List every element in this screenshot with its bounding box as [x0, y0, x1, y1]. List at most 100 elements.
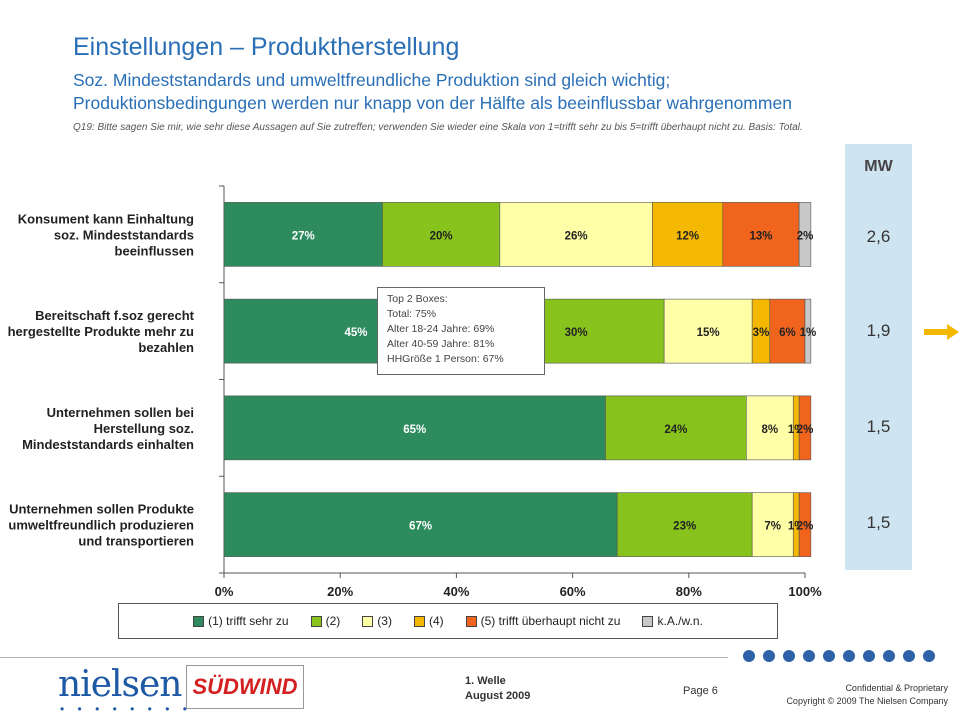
- bar-segment: [769, 298, 806, 364]
- decorative-dot: [783, 650, 795, 662]
- category-label: soz. Mindeststandards: [54, 227, 194, 242]
- data-label: 26%: [565, 230, 588, 242]
- legend-item: (5) trifft überhaupt nicht zu: [465, 614, 621, 628]
- legend-swatch: [193, 615, 205, 627]
- data-label: 2%: [797, 521, 814, 533]
- legend-label: (4): [428, 614, 444, 628]
- data-label: 12%: [676, 230, 699, 242]
- question-text: Q19: Bitte sagen Sie mir, wie sehr diese…: [73, 122, 803, 133]
- data-label: 8%: [761, 424, 778, 436]
- x-tick-label: 100%: [788, 584, 822, 599]
- x-tick-label: 40%: [443, 584, 469, 599]
- wave-date: August 2009: [465, 690, 531, 702]
- decorative-dot: [803, 650, 815, 662]
- bar-segment: [746, 395, 794, 461]
- category-label: Mindeststandards einhalten: [22, 437, 194, 452]
- bar-segment: [223, 395, 606, 461]
- category-label: umweltfreundlich produzieren: [8, 518, 194, 533]
- category-label: Unternehmen sollen Produkte: [9, 502, 194, 517]
- decorative-dot: [883, 650, 895, 662]
- subtitle-line-1: Soz. Mindeststandards und umweltfreundli…: [73, 70, 671, 90]
- data-label: 2%: [797, 230, 814, 242]
- bar-segment: [798, 202, 812, 267]
- legend-label: (5) trifft überhaupt nicht zu: [480, 614, 621, 628]
- decorative-dot: [823, 650, 835, 662]
- mean-value-4: 1,5: [866, 513, 891, 532]
- bar-segment: [616, 492, 753, 557]
- footer-divider: [0, 657, 728, 658]
- x-tick-label: 60%: [560, 584, 586, 599]
- mean-value-header: MW: [864, 158, 893, 175]
- arrow-right-icon: [924, 324, 959, 340]
- suedwind-logo: SÜDWIND: [186, 665, 304, 709]
- bar-segment: [751, 492, 794, 557]
- bar-segment: [382, 202, 501, 267]
- decorative-dot: [843, 650, 855, 662]
- data-label: 1%: [800, 327, 817, 339]
- legend-label: k.A./w.n.: [657, 614, 703, 628]
- data-label: 27%: [292, 230, 315, 242]
- chart-legend: (1) trifft sehr zu (2) (3) (4) (5) triff…: [118, 603, 778, 639]
- bar-segment: [223, 202, 383, 267]
- data-label: 20%: [430, 230, 453, 242]
- x-tick-label: 20%: [327, 584, 353, 599]
- category-label: Unternehmen sollen bei: [47, 405, 194, 420]
- copyright-label: Copyright © 2009 The Nielsen Company: [786, 696, 948, 706]
- category-label: Herstellung soz.: [94, 421, 194, 436]
- category-label: Konsument kann Einhaltung: [18, 211, 194, 226]
- mean-value-1: 2,6: [866, 227, 891, 246]
- nielsen-logo-dots: • • • • • • • •: [60, 702, 192, 716]
- callout-line: Alter 40-59 Jahre: 81%: [387, 338, 495, 350]
- decorative-dot: [763, 650, 775, 662]
- legend-item: (2): [310, 614, 340, 628]
- data-label: 45%: [345, 327, 368, 339]
- bar-segment: [722, 202, 800, 267]
- callout-line: HHGröße 1 Person: 67%: [387, 353, 504, 365]
- page-number: Page 6: [683, 685, 718, 697]
- mean-value-panel: MW 2,6 1,9 1,5 1,5: [845, 144, 912, 570]
- category-label: und transportieren: [78, 534, 194, 549]
- decorative-dot: [903, 650, 915, 662]
- wave-label: 1. Welle: [465, 675, 506, 687]
- data-label: 6%: [779, 327, 796, 339]
- category-label: hergestellte Produkte mehr zu: [8, 324, 194, 339]
- legend-item: (4): [413, 614, 444, 628]
- data-label: 13%: [749, 230, 772, 242]
- data-label: 3%: [753, 327, 770, 339]
- page-subtitle: Soz. Mindeststandards und umweltfreundli…: [73, 69, 792, 115]
- data-label: 67%: [409, 521, 432, 533]
- legend-swatch: [413, 615, 425, 627]
- mean-value-2: 1,9: [866, 321, 891, 340]
- callout-line: Top 2 Boxes:: [387, 293, 448, 305]
- legend-label: (3): [377, 614, 392, 628]
- decorative-dot: [743, 650, 755, 662]
- page-title: Einstellungen – Produktherstellung: [73, 33, 460, 61]
- decorative-dot: [923, 650, 935, 662]
- legend-swatch: [310, 615, 322, 627]
- nielsen-logo: nielsen: [58, 664, 182, 705]
- legend-label: (1) trifft sehr zu: [208, 614, 289, 628]
- confidential-label: Confidential & Proprietary: [845, 683, 948, 693]
- bar-segment: [499, 202, 653, 267]
- data-label: 2%: [797, 424, 814, 436]
- bar-segment: [804, 298, 812, 364]
- x-tick-label: 0%: [215, 584, 234, 599]
- callout-line: Total: 75%: [387, 308, 437, 320]
- bar-segment: [798, 492, 812, 557]
- category-label: Bereitschaft f.soz gerecht: [35, 308, 195, 323]
- mean-value-3: 1,5: [866, 417, 891, 436]
- x-tick-label: 80%: [676, 584, 702, 599]
- decorative-dots: [743, 650, 935, 662]
- wave-info: 1. Welle August 2009: [465, 674, 530, 704]
- data-label: 7%: [764, 521, 781, 533]
- legend-item: k.A./w.n.: [642, 614, 703, 628]
- data-label: 23%: [673, 521, 696, 533]
- data-label: 30%: [565, 327, 588, 339]
- top2-boxes-callout: Top 2 Boxes: Total: 75% Alter 18-24 Jahr…: [377, 287, 545, 375]
- bar-segment: [798, 395, 812, 461]
- bar-segment: [223, 492, 618, 557]
- callout-line: Alter 18-24 Jahre: 69%: [387, 323, 495, 335]
- copyright-block: Confidential & Proprietary Copyright © 2…: [786, 682, 948, 708]
- bar-segment: [663, 298, 753, 364]
